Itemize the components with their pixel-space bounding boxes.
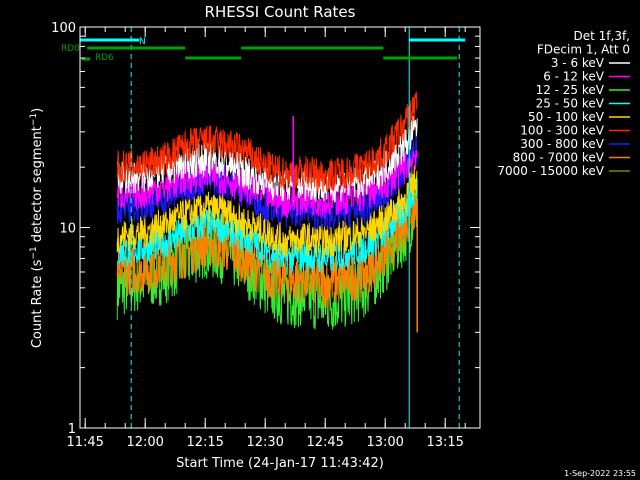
footer-date: 1-Sep-2022 23:55 [564, 469, 636, 478]
legend-entry-label: 25 - 50 keV [536, 97, 605, 111]
y-axis-label: Count Rate (s−1 detector segment−1) [29, 108, 45, 348]
series-trace [116, 91, 418, 192]
legend-entry-label: 7000 - 15000 keV [497, 164, 604, 178]
legend-entry-label: 300 - 800 keV [520, 137, 604, 151]
y-tick-label: 1 [68, 422, 76, 437]
legend-entry-label: 100 - 300 keV [520, 124, 604, 138]
x-tick-label: 12:45 [306, 435, 343, 450]
flag-label: RD6 [95, 53, 114, 63]
legend-entry-label: 800 - 7000 keV [513, 151, 605, 165]
legend-header: Det 1f,3f, [574, 29, 631, 43]
y-tick-label: 100 [51, 21, 76, 36]
x-tick-label: 13:00 [366, 435, 403, 450]
chart-title: RHESSI Count Rates [205, 3, 356, 21]
x-tick-label: 12:30 [246, 435, 283, 450]
y-tick-label: 10 [59, 222, 76, 237]
x-tick-label: 12:00 [126, 435, 163, 450]
x-tick-label: 12:15 [186, 435, 223, 450]
flag-label: N [139, 37, 146, 47]
x-tick-label: 11:45 [66, 435, 103, 450]
flag-label: RD0 [61, 44, 80, 54]
series-trace [116, 175, 418, 275]
x-tick-label: 13:15 [426, 435, 463, 450]
legend-entry-label: 6 - 12 keV [543, 70, 605, 84]
legend-entry-label: 12 - 25 keV [536, 83, 605, 97]
legend-header: FDecim 1, Att 0 [537, 43, 630, 57]
legend-entry-label: 50 - 100 keV [528, 110, 605, 124]
legend-entry-label: 3 - 6 keV [551, 56, 605, 70]
x-axis-label: Start Time (24-Jan-17 11:43:42) [176, 456, 384, 471]
